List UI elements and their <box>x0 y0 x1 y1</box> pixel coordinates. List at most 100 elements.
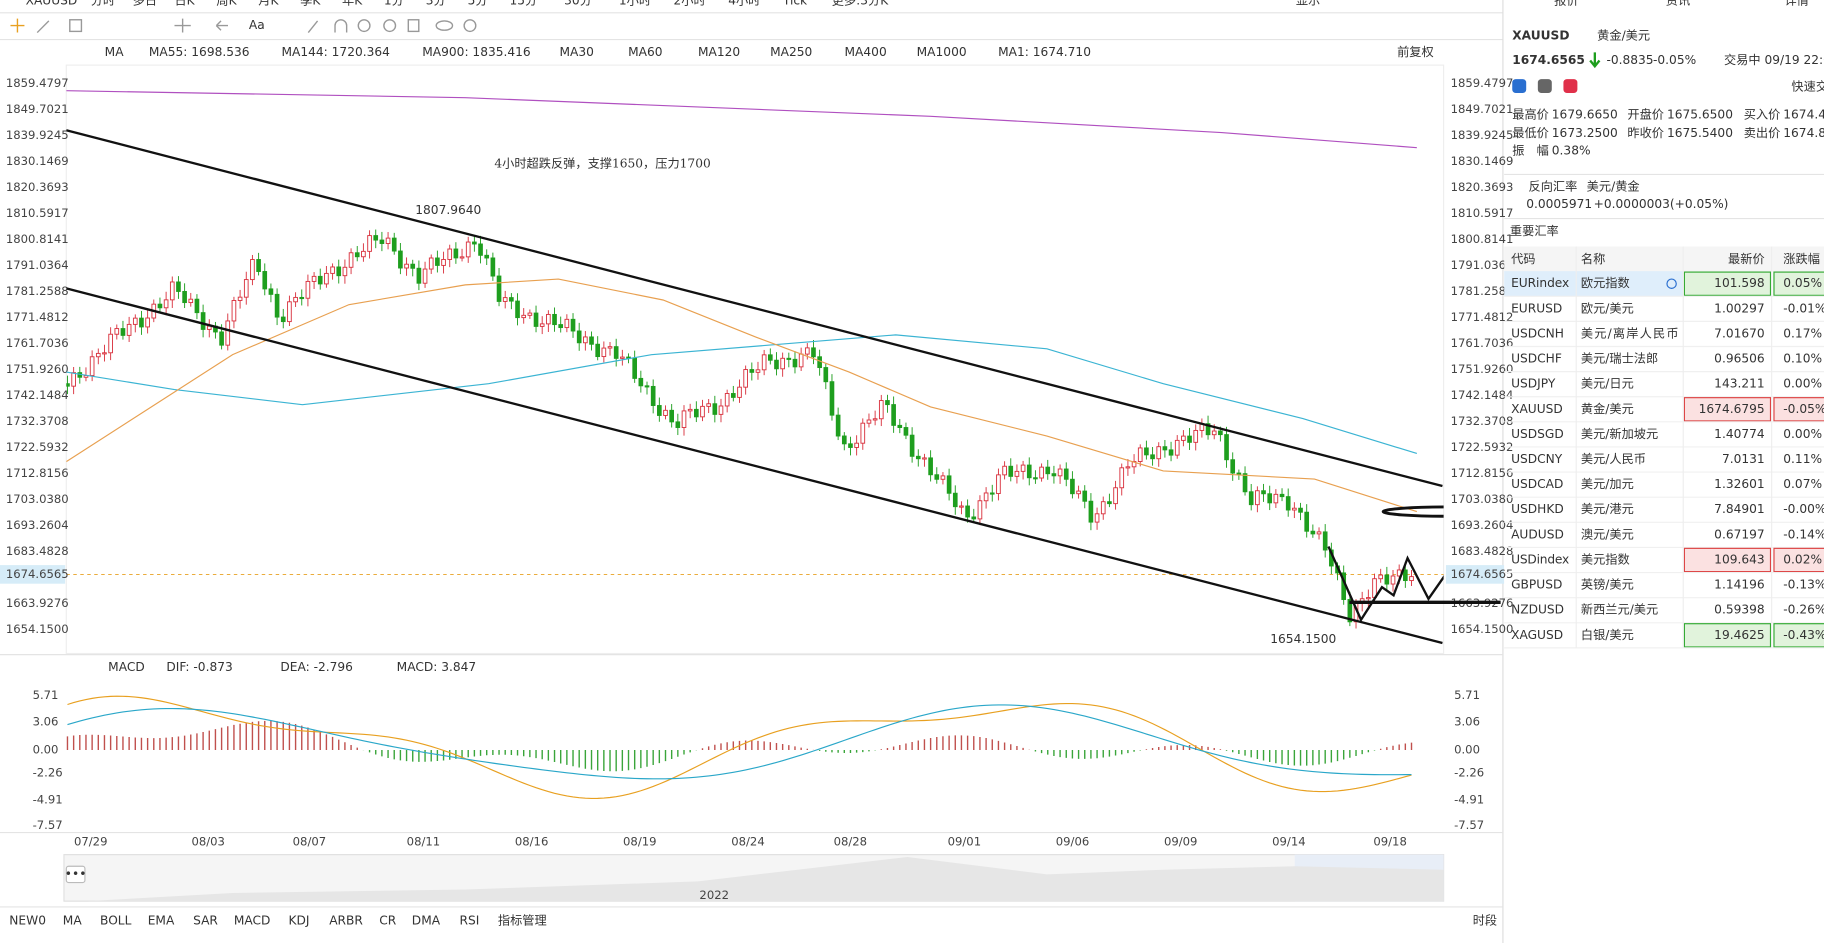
candle-body <box>256 259 261 272</box>
candle-body <box>465 241 471 258</box>
rate-price: 0.59398 <box>1714 603 1764 617</box>
candle-body <box>792 358 798 368</box>
timeframe-tab[interactable]: 3分 <box>426 0 446 8</box>
timeframe-tab[interactable]: 年K <box>342 0 363 8</box>
font-button[interactable]: Aa <box>249 18 265 32</box>
indicator-tab[interactable]: MA <box>63 913 83 927</box>
timeframe-tab[interactable]: 更多:3分K <box>832 0 889 8</box>
candle-body <box>274 293 280 318</box>
macd-axis-label-right: 5.71 <box>1454 688 1480 702</box>
candle-body <box>786 357 792 360</box>
rate-name[interactable]: 新西兰元/美元 <box>1581 602 1658 617</box>
panel-icon[interactable] <box>1537 79 1552 94</box>
quick-trade[interactable]: 快速交 <box>1791 79 1824 94</box>
rate-code: USDCHF <box>1511 352 1562 366</box>
panel-icon[interactable] <box>1563 79 1578 94</box>
candle-body <box>983 492 989 502</box>
rate-name[interactable]: 美元/离岸人民币 <box>1581 325 1679 340</box>
timeframe-tab[interactable]: 4小时 <box>728 0 760 8</box>
indicator-tab[interactable]: DMA <box>412 913 441 927</box>
candle-body <box>1113 487 1118 505</box>
timeframe-tab[interactable]: 多日 <box>133 0 157 8</box>
rate-name[interactable]: 英镑/美元 <box>1581 577 1634 592</box>
indicator-tab[interactable]: CR <box>379 913 397 927</box>
indicator-tab[interactable]: BOLL <box>100 913 132 927</box>
candle-body <box>404 263 409 269</box>
candle-body <box>317 275 323 285</box>
timeframe-tab[interactable]: 月K <box>258 0 279 8</box>
indicator-tab[interactable]: SAR <box>193 913 218 927</box>
rate-name[interactable]: 美元/港元 <box>1581 502 1634 516</box>
current-price-label: 1674.6565 <box>6 567 69 581</box>
rate-name[interactable]: 欧元/美元 <box>1581 301 1634 315</box>
panel-tab[interactable]: 资讯 <box>1666 0 1690 8</box>
rate-name[interactable]: 黄金/美元 <box>1581 401 1634 416</box>
candle-body <box>1168 449 1174 456</box>
panel-tab[interactable]: 报价 <box>1554 0 1578 8</box>
candle-body <box>1181 435 1186 441</box>
candle-body <box>1273 493 1279 504</box>
timeframe-tab[interactable]: 季K <box>300 0 321 8</box>
display-button[interactable]: 显示 <box>1296 0 1320 8</box>
candle-body <box>1236 472 1242 475</box>
table-header-bg <box>1504 246 1824 273</box>
timeframe-tab[interactable]: 1分 <box>384 0 404 8</box>
rate-name[interactable]: 美元/日元 <box>1581 377 1634 391</box>
indicator-tab[interactable]: ARBR <box>329 913 363 927</box>
timeframe-tab[interactable]: XAUUSD <box>26 0 78 8</box>
indicator-tab[interactable]: EMA <box>148 913 175 927</box>
timeframe-tab[interactable]: 2小时 <box>674 0 706 8</box>
reverse-pair[interactable]: 美元/黄金 <box>1587 179 1640 194</box>
candle-body <box>145 317 150 328</box>
timeframe-tab[interactable]: 日K <box>174 0 195 8</box>
navigator-handle[interactable] <box>65 865 86 884</box>
timeframe-tab[interactable]: 30分 <box>564 0 592 8</box>
timeframe-tab[interactable]: 15分 <box>510 0 538 8</box>
candle-body <box>854 442 859 448</box>
candle-body <box>1100 501 1106 515</box>
indicator-tab[interactable]: RSI <box>459 913 479 927</box>
timeframe-tab[interactable]: 周K <box>216 0 237 8</box>
timeframe-tab[interactable]: Tick <box>782 0 808 8</box>
hand-arrow <box>1327 546 1444 623</box>
period-tab[interactable]: 时段 <box>1473 912 1497 927</box>
candle-body <box>903 427 909 436</box>
rate-name[interactable]: 美元指数 <box>1581 551 1630 566</box>
rate-name[interactable]: 美元/新加坡元 <box>1581 426 1658 441</box>
rate-name[interactable]: 美元/人民币 <box>1581 452 1646 466</box>
rate-code: USDCAD <box>1511 477 1563 491</box>
candle-body <box>71 372 76 387</box>
candle-body <box>663 409 668 416</box>
rate-name[interactable]: 白银/美元 <box>1581 627 1634 642</box>
price-axis-label-right: 1800.8141 <box>1451 232 1514 246</box>
timeframe-tab[interactable]: 5分 <box>468 0 488 8</box>
candle-body <box>1224 434 1229 461</box>
price-axis-label-left: 1830.1469 <box>6 154 69 168</box>
indicator-tab[interactable]: NEW0 <box>9 913 46 927</box>
timeframe-tab[interactable]: 1小时 <box>619 0 651 8</box>
rate-name[interactable]: 美元/加元 <box>1581 477 1634 491</box>
candle-body <box>1082 490 1088 502</box>
panel-tab[interactable]: 详情 <box>1784 0 1808 8</box>
rate-name[interactable]: 美元/瑞士法郎 <box>1581 352 1658 366</box>
price-highlight <box>1683 271 1772 296</box>
watch-icon[interactable] <box>1666 278 1677 289</box>
stat-label: 开盘价 <box>1627 107 1664 122</box>
restore-button[interactable]: 前复权 <box>1397 44 1434 59</box>
panel-icon[interactable] <box>1512 79 1527 94</box>
candle-body <box>169 281 175 301</box>
quote-name: 黄金/美元 <box>1597 28 1650 43</box>
candle-body <box>546 313 551 325</box>
indicator-tab[interactable]: 指标管理 <box>498 912 547 927</box>
timeframe-tab[interactable]: 分时 <box>91 0 115 8</box>
rate-name[interactable]: 澳元/美元 <box>1581 527 1634 541</box>
candle-body <box>1156 446 1162 460</box>
indicator-tab[interactable]: MACD <box>234 913 271 927</box>
candle-body <box>878 400 884 420</box>
rate-name[interactable]: 欧元指数 <box>1581 275 1630 290</box>
candle-body <box>1051 473 1057 477</box>
drawing-tools[interactable] <box>10 18 477 34</box>
indicator-tab[interactable]: KDJ <box>288 913 309 927</box>
candle-body <box>959 505 964 508</box>
macd-axis-label-left: 3.06 <box>33 715 59 729</box>
